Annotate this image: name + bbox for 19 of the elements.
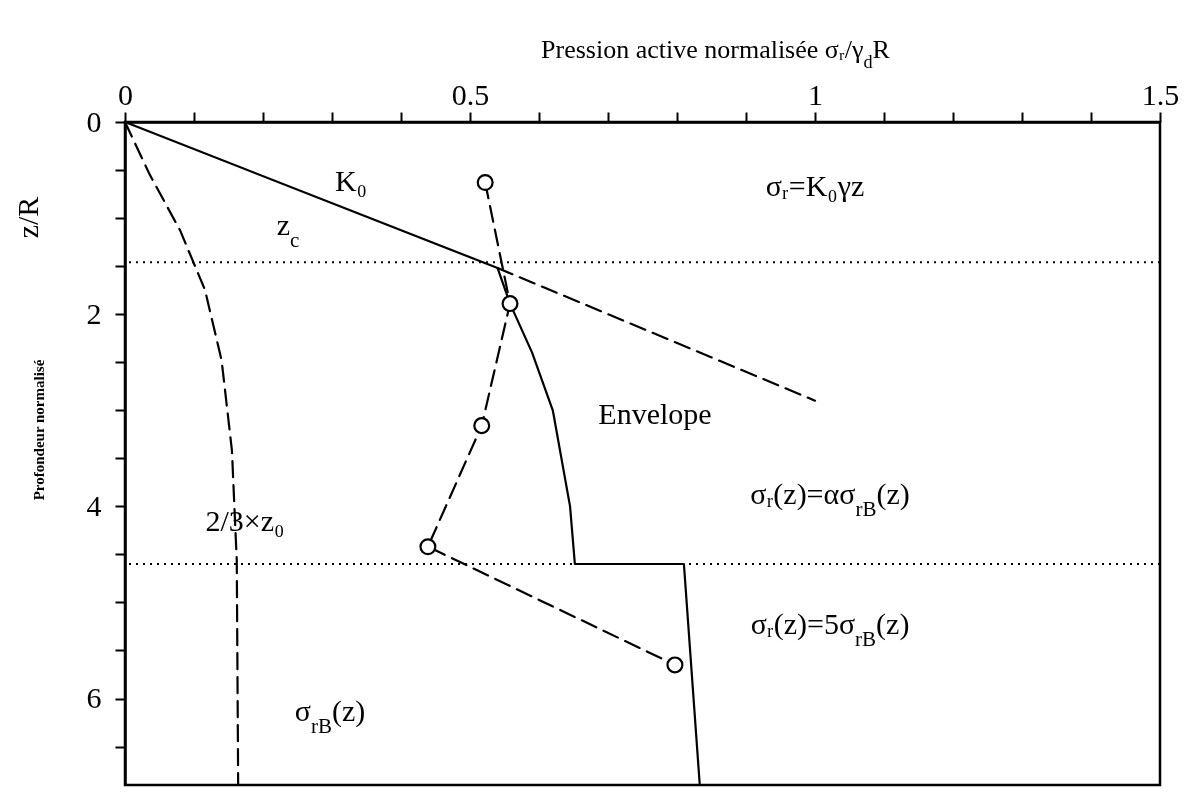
annotation: σ$_{rB}$(z) (294, 694, 366, 738)
y-tick-label: 6 (86, 681, 102, 715)
annotation: z$_{c}$ (276, 208, 300, 252)
y-axis-title: z/R (10, 196, 44, 239)
y-tick-label: 0 (86, 104, 102, 138)
y-tick-label: 4 (86, 488, 102, 522)
text: Profondeur normalisé (31, 359, 47, 501)
x-tick-label: 1.5 (1141, 77, 1180, 111)
x-tick-label: 0.5 (451, 77, 490, 111)
annotation: σᵣ=K₀γz (765, 169, 865, 202)
x-tick-label: 1 (808, 77, 823, 111)
x-axis-title: Pression active normalisée σᵣ/γ$_{d}$R (541, 34, 891, 72)
x-tick-label: 0 (118, 77, 133, 111)
y-tick-label: 2 (86, 296, 102, 330)
annotation: 2/3×z₀ (205, 504, 285, 537)
annotation: K₀ (334, 164, 368, 197)
annotation: Envelope (598, 397, 712, 430)
annotation: σᵣ(z)=ασ$_{rB}$(z) (750, 477, 910, 521)
annotation: σᵣ(z)=5σ$_{rB}$(z) (750, 607, 910, 651)
